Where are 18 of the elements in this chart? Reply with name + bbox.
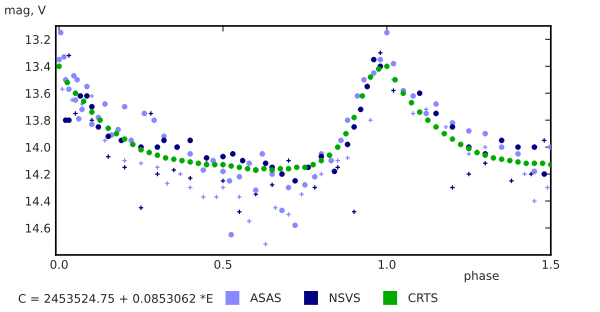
y-tick-label: 14.2 — [26, 170, 50, 179]
y-tick-label: 13.2 — [26, 35, 50, 44]
y-tick-label: 14.4 — [26, 196, 50, 206]
legend-label: NSVS — [330, 293, 360, 302]
y-tick-label: 13.4 — [26, 62, 50, 71]
x-tick-label: 0.0 — [50, 260, 68, 269]
y-axis-title: mag, V — [5, 6, 46, 17]
x-tick-label: 1.5 — [542, 260, 560, 269]
y-tick-label: 14.0 — [26, 142, 50, 152]
x-tick-label: 1.0 — [378, 260, 396, 269]
x-tick-label: 0.5 — [214, 260, 232, 269]
y-tick-label: 14.6 — [26, 224, 50, 233]
legend-label: ASAS — [250, 293, 281, 302]
y-tick-label: 13.6 — [26, 88, 50, 98]
text: C = 2453524.75 + 0.0853062 *E — [18, 294, 213, 303]
x-axis-title: phase — [464, 270, 499, 282]
y-tick-label: 13.8 — [26, 116, 50, 125]
legend-label: CRTS — [408, 293, 438, 302]
